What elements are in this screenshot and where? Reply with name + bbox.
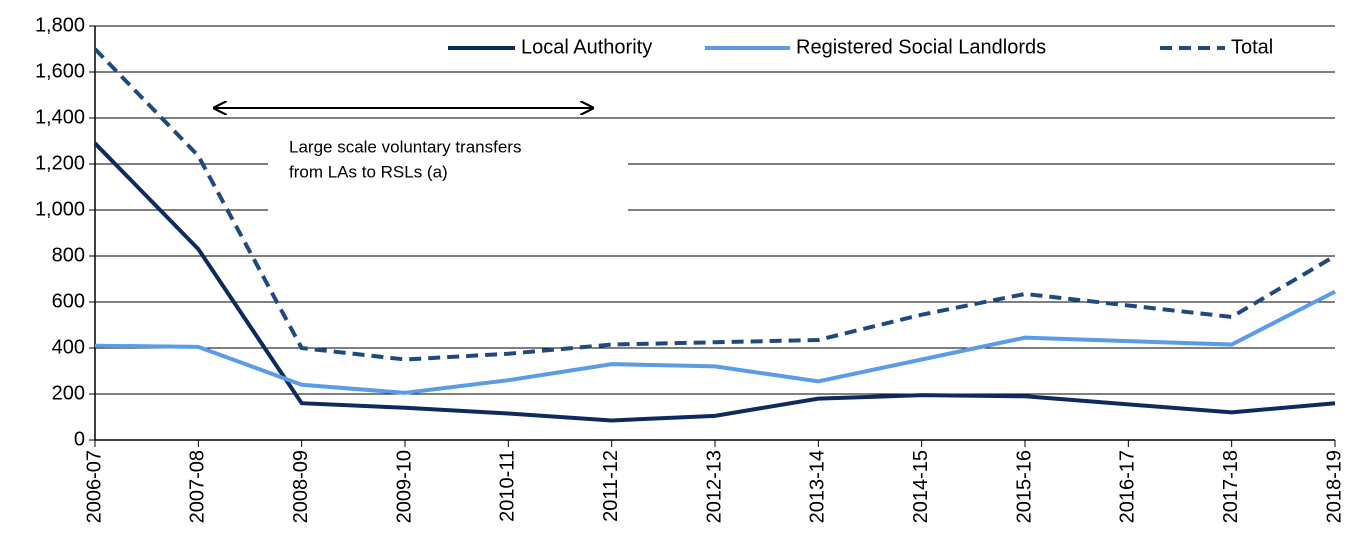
annotation-box	[268, 128, 628, 216]
y-tick-label: 200	[52, 382, 85, 404]
x-tick-label: 2014-15	[910, 450, 932, 523]
x-tick-label: 2016-17	[1117, 450, 1139, 523]
legend-label: Total	[1231, 36, 1273, 58]
annotation-line: from LAs to RSLs (a)	[289, 162, 448, 181]
x-tick-label: 2011-12	[600, 450, 622, 522]
annotation-line: Large scale voluntary transfers	[289, 137, 521, 156]
x-tick-label: 2017-18	[1220, 450, 1242, 523]
series-line	[94, 289, 1336, 395]
y-tick-label: 600	[52, 290, 85, 312]
y-tick-label: 0	[74, 428, 85, 450]
legend-label: Registered Social Landlords	[796, 36, 1046, 58]
x-tick-label: 2015-16	[1013, 450, 1035, 523]
x-tick-label: 2013-14	[807, 450, 829, 523]
legend-label: Local Authority	[521, 36, 652, 58]
x-tick-label: 2006-07	[83, 450, 105, 523]
series-line	[93, 47, 1337, 362]
x-tick-label: 2018-19	[1323, 450, 1345, 523]
y-tick-label: 1,000	[35, 198, 85, 220]
series-line	[93, 141, 1336, 423]
y-tick-label: 400	[52, 336, 85, 358]
x-tick-label: 2012-13	[703, 450, 725, 523]
y-tick-label: 1,600	[35, 60, 85, 82]
y-tick-label: 1,400	[35, 106, 85, 128]
x-tick-label: 2010-11	[497, 450, 519, 522]
x-tick-label: 2009-10	[393, 450, 415, 523]
y-tick-label: 1,200	[35, 152, 85, 174]
x-tick-label: 2007-08	[187, 450, 209, 523]
y-tick-label: 1,800	[35, 14, 85, 36]
x-tick-label: 2008-09	[290, 450, 312, 523]
y-tick-label: 800	[52, 244, 85, 266]
